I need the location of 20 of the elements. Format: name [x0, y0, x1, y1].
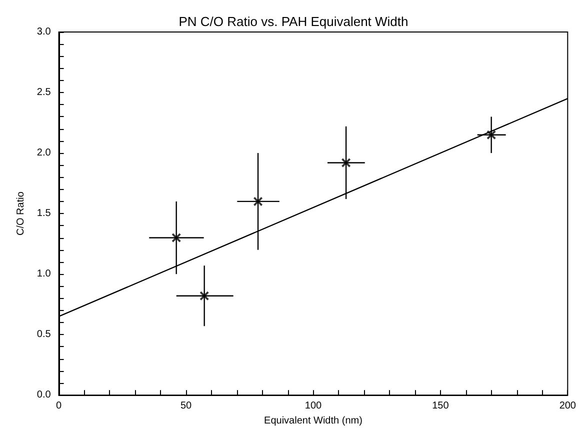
y-tick-label: 0.0	[36, 390, 52, 401]
point	[486, 130, 496, 140]
x-axis-title: Equivalent Width (nm)	[264, 416, 362, 426]
y-axis-title: C/O Ratio	[16, 191, 26, 236]
y-tick-label: 3.0	[36, 26, 52, 38]
point	[254, 196, 263, 206]
x-tick-label: 150	[432, 400, 450, 412]
x-tick-label: 200	[559, 400, 576, 412]
y-tick-label: 2.0	[36, 148, 52, 159]
point	[342, 158, 351, 168]
x-tick-label: 0	[56, 400, 62, 412]
x-tick-label: 50	[180, 400, 192, 412]
x-tick-label: 100	[304, 400, 322, 412]
chart-title: PN C/O Ratio vs. PAH Equivalent Width	[178, 14, 408, 29]
y-tick-label: 1.5	[36, 208, 52, 220]
point	[200, 291, 209, 300]
y-tick-label: 0.5	[36, 329, 52, 340]
y-tick-label: 1.0	[36, 268, 52, 280]
y-tick-label: 2.5	[36, 87, 52, 98]
point	[172, 233, 181, 242]
